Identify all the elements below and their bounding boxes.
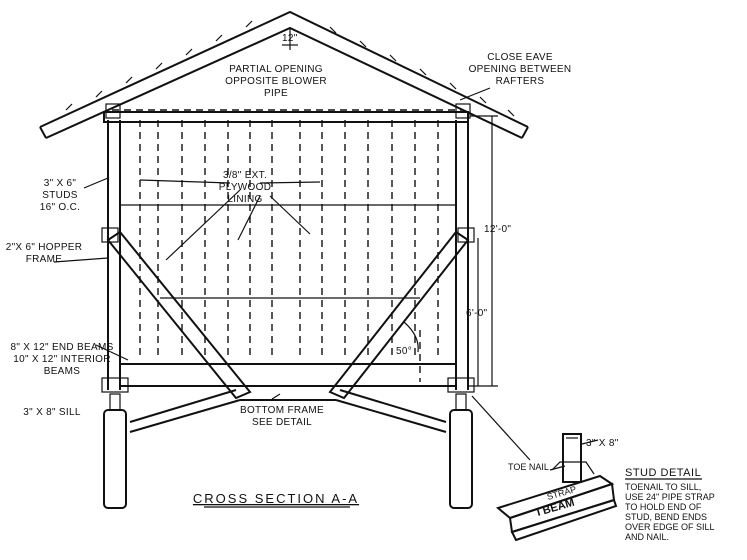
roof xyxy=(39,10,529,139)
studs-line2: STUDS xyxy=(42,190,77,201)
section-title: CROSS SECTION A-A xyxy=(193,491,359,506)
plywood-line2: PLYWOOD xyxy=(219,182,271,193)
studs-line3: 16" O.C. xyxy=(40,202,80,213)
stud-detail-note-1: TOENAIL TO SILL, xyxy=(625,482,701,492)
stud-detail-drawing xyxy=(495,433,618,542)
stud-detail-note-4: STUD, BEND ENDS xyxy=(625,512,707,522)
bottom-frame-line2: SEE DETAIL xyxy=(252,417,312,428)
walls xyxy=(107,120,469,390)
hopper-frame xyxy=(101,103,475,400)
stud-detail-note-2: USE 24" PIPE STRAP xyxy=(625,492,715,502)
stud-detail-note-5: OVER EDGE OF SILL xyxy=(625,522,715,532)
beams xyxy=(101,363,475,393)
toe-nail-label: TOE NAIL xyxy=(508,462,549,472)
end-beams-label: 8" X 12" END BEAMS xyxy=(10,342,113,353)
bottom-frame xyxy=(129,389,447,433)
hopper-frame-line1: 2"X 6" HOPPER xyxy=(6,242,83,253)
partial-opening-line1: PARTIAL OPENING xyxy=(229,64,323,75)
top-plate xyxy=(103,109,469,123)
partial-opening-line2: OPPOSITE BLOWER xyxy=(225,76,327,87)
studs-line1: 3" X 6" xyxy=(44,178,77,189)
interior-beams-line2: BEAMS xyxy=(44,366,81,377)
plywood-lining xyxy=(120,120,456,360)
i-beam-label: I BEAM xyxy=(536,497,576,519)
posts xyxy=(103,393,473,509)
hopper-frame-line2: FRAME xyxy=(26,254,63,265)
stud-detail-note-3: TO HOLD END OF xyxy=(625,502,702,512)
close-eave-line3: RAFTERS xyxy=(496,76,545,87)
partial-opening-line3: PIPE xyxy=(264,88,288,99)
leader-lines xyxy=(53,87,531,461)
stud-detail-note-6: AND NAIL. xyxy=(625,532,669,542)
dim-6-label: 6'-0" xyxy=(466,308,488,319)
close-eave-line1: CLOSE EAVE xyxy=(487,52,553,63)
angle-label: 50° xyxy=(396,346,412,357)
plywood-line3: LINING xyxy=(227,194,262,205)
ridge-dim-label: 12" xyxy=(282,33,298,44)
sill-label: 3" X 8" SILL xyxy=(23,407,81,418)
interior-beams-line1: 10" X 12" INTERIOR xyxy=(13,354,111,365)
stud-dim-label: 3" X 8" xyxy=(586,438,619,449)
stud-detail-title: STUD DETAIL xyxy=(625,467,701,479)
plywood-line1: 3/8" EXT. xyxy=(223,170,267,181)
dim-12-label: 12'-0" xyxy=(484,224,511,235)
roof-shingles xyxy=(65,20,515,117)
bottom-frame-line1: BOTTOM FRAME xyxy=(240,405,324,416)
dimensions xyxy=(403,115,498,387)
close-eave-line2: OPENING BETWEEN xyxy=(469,64,572,75)
